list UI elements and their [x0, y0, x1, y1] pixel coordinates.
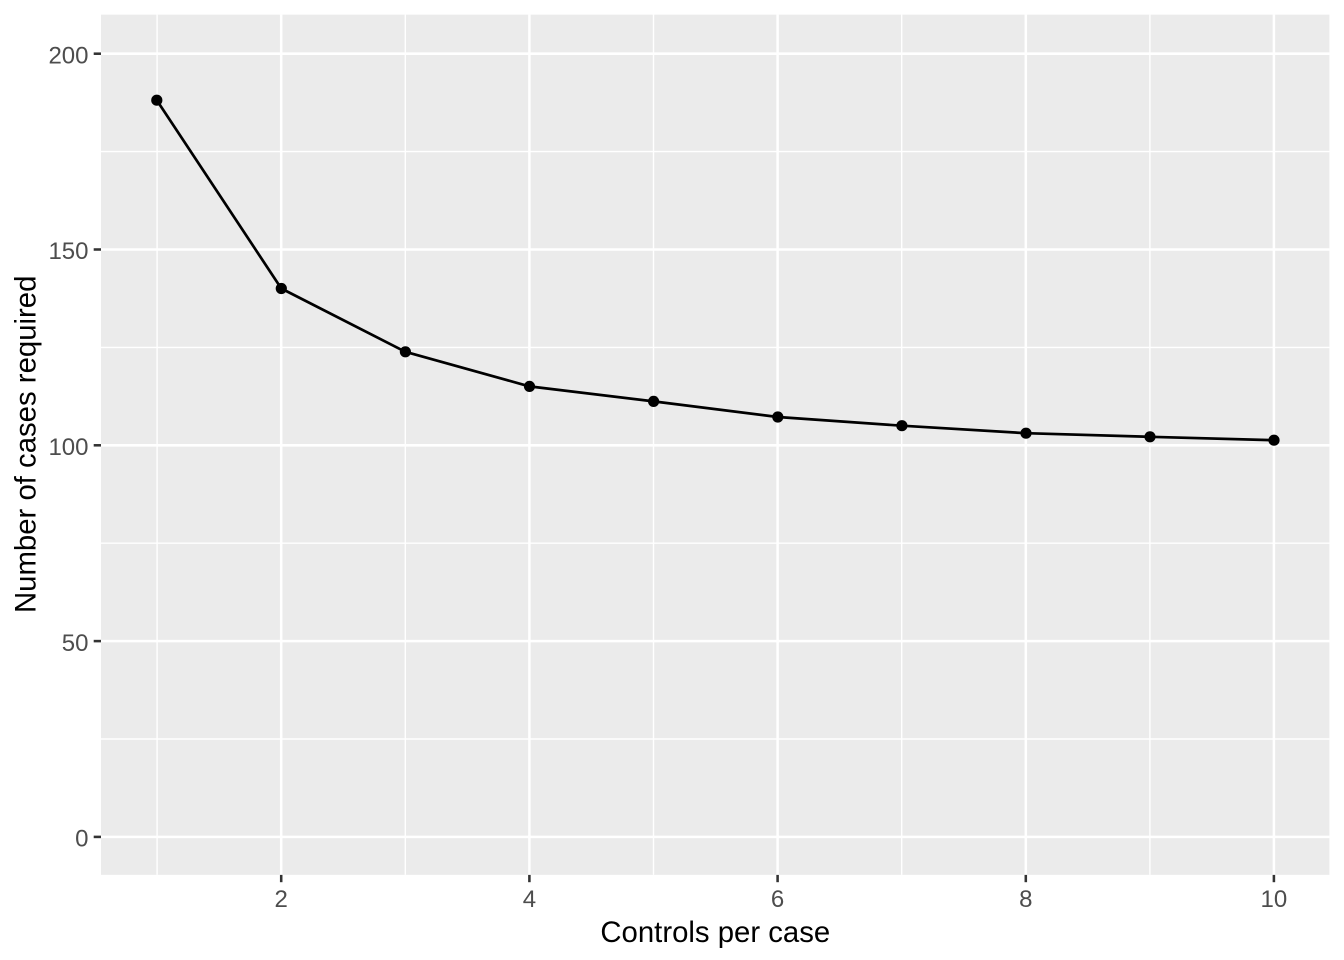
- svg-text:8: 8: [1019, 886, 1032, 913]
- svg-text:100: 100: [48, 434, 88, 461]
- svg-text:50: 50: [62, 630, 89, 657]
- svg-text:4: 4: [523, 886, 536, 913]
- svg-text:0: 0: [75, 826, 88, 853]
- svg-text:6: 6: [771, 886, 784, 913]
- svg-text:Controls per case: Controls per case: [600, 916, 830, 949]
- svg-text:10: 10: [1261, 886, 1288, 913]
- svg-text:Number of cases required: Number of cases required: [10, 276, 43, 613]
- svg-text:2: 2: [275, 886, 288, 913]
- svg-text:200: 200: [48, 42, 88, 69]
- svg-text:150: 150: [48, 238, 88, 265]
